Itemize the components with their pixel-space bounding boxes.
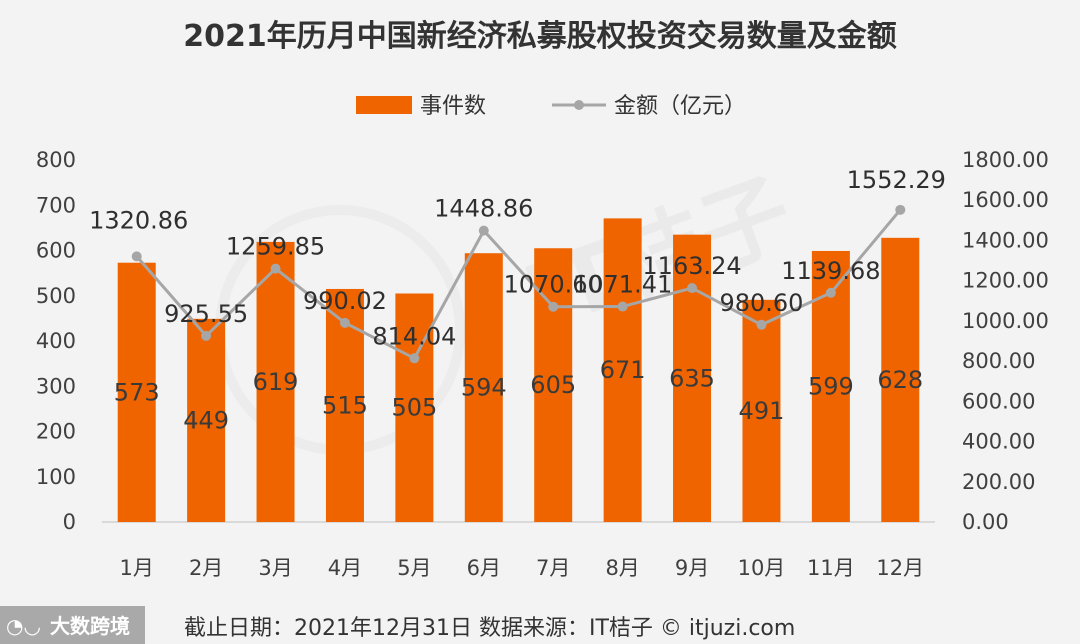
- brand-name: 大数跨境: [50, 614, 130, 638]
- line-value-label: 1259.85: [226, 233, 325, 261]
- line-point: [270, 263, 281, 274]
- line-point: [756, 319, 767, 330]
- bar-value-label: 594: [461, 374, 507, 402]
- left-tick-label: 400: [36, 329, 76, 353]
- left-tick-label: 100: [36, 465, 76, 489]
- line-point: [478, 225, 489, 236]
- x-tick-label: 5月: [397, 556, 431, 580]
- line-point: [548, 301, 559, 312]
- bar-value-label: 635: [669, 364, 715, 392]
- x-tick-label: 4月: [328, 556, 362, 580]
- x-tick-label: 8月: [605, 556, 639, 580]
- left-tick-label: 500: [36, 284, 76, 308]
- right-tick-label: 400.00: [962, 430, 1035, 454]
- line-value-label: 1070.60: [504, 271, 603, 299]
- right-tick-label: 1600.00: [962, 188, 1049, 212]
- bar-value-label: 491: [739, 397, 785, 425]
- left-tick-label: 200: [36, 420, 76, 444]
- left-tick-label: 300: [36, 374, 76, 398]
- bar-data-labels: 573 449 619 515 505 594 605 671 635 491 599 628: [114, 356, 923, 434]
- line-point: [687, 283, 698, 294]
- bar: [673, 234, 712, 522]
- bar-value-label: 515: [322, 391, 368, 419]
- x-tick-label: 1月: [120, 556, 154, 580]
- bar-value-label: 671: [600, 356, 646, 384]
- x-tick-label: 6月: [467, 556, 501, 580]
- right-tick-label: 1800.00: [962, 148, 1049, 172]
- left-tick-label: 700: [36, 193, 76, 217]
- legend-line-label: 金额（亿元）: [614, 94, 746, 119]
- legend-bar-swatch: [356, 96, 412, 114]
- line-value-label: 1552.29: [847, 166, 946, 194]
- line-point: [201, 330, 212, 341]
- bar: [742, 299, 781, 522]
- line-value-label: 814.04: [372, 322, 456, 350]
- left-tick-label: 800: [36, 148, 76, 172]
- line-value-label: 1163.24: [642, 252, 741, 280]
- line-value-label: 1320.86: [89, 206, 188, 234]
- x-tick-label: 9月: [675, 556, 709, 580]
- bar: [464, 253, 503, 522]
- x-tick-label: 12月: [876, 556, 924, 580]
- line-path: [135, 208, 902, 361]
- line-value-label: 990.02: [303, 287, 387, 315]
- legend-bar-label: 事件数: [420, 94, 486, 119]
- bar: [117, 262, 156, 522]
- legend-line-marker: [574, 100, 584, 110]
- bar-value-label: 605: [530, 371, 576, 399]
- right-tick-label: 0.00: [962, 510, 1009, 534]
- x-tick-label: 7月: [536, 556, 570, 580]
- left-axis: 0 100 200 300 400 500 600 700 800: [36, 148, 76, 534]
- line-value-label: 925.55: [164, 300, 248, 328]
- bar-value-label: 599: [808, 372, 854, 400]
- bar: [256, 241, 295, 522]
- x-tick-label: 3月: [258, 556, 292, 580]
- footer-note: 截止日期：2021年12月31日 数据来源：IT桔子 © itjuzi.com: [184, 616, 795, 641]
- line-point: [825, 287, 836, 298]
- x-tick-label: 11月: [807, 556, 855, 580]
- line-point: [131, 251, 142, 262]
- bar: [603, 218, 642, 522]
- bar-value-label: 619: [253, 368, 299, 396]
- line-data-labels: 1320.86 925.55 1259.85 990.02 814.04 1448.86 1…: [89, 166, 946, 350]
- right-tick-label: 800.00: [962, 349, 1035, 373]
- line-point: [895, 204, 906, 215]
- bar: [395, 293, 434, 522]
- left-tick-label: 0: [63, 510, 76, 534]
- line-value-label: 1448.86: [434, 195, 533, 223]
- line-series: [131, 204, 906, 364]
- line-point: [339, 317, 350, 328]
- right-tick-label: 1200.00: [962, 269, 1049, 293]
- bar-value-label: 573: [114, 378, 160, 406]
- right-tick-label: 600.00: [962, 389, 1035, 413]
- right-tick-label: 1400.00: [962, 228, 1049, 252]
- bar-value-label: 449: [183, 406, 229, 434]
- right-tick-label: 200.00: [962, 470, 1035, 494]
- line-value-label: 1071.41: [573, 271, 672, 299]
- line-point: [409, 353, 420, 364]
- line-value-label: 1139.68: [781, 257, 880, 285]
- bar-value-label: 628: [877, 366, 923, 394]
- bar: [881, 237, 920, 522]
- x-axis: 1月 2月 3月 4月 5月 6月 7月 8月 9月 10月 11月 12月: [120, 556, 925, 580]
- x-tick-label: 10月: [738, 556, 786, 580]
- line-point: [617, 301, 628, 312]
- legend: 事件数 金额（亿元）: [356, 94, 746, 119]
- brand-badge: [0, 606, 145, 644]
- bar-value-label: 505: [391, 394, 437, 422]
- right-axis: 0.00 200.00 400.00 600.00 800.00 1000.00 1200.…: [962, 148, 1049, 534]
- left-tick-label: 600: [36, 239, 76, 263]
- chart-title: 2021年历月中国新经济私募股权投资交易数量及金额: [183, 19, 897, 54]
- line-value-label: 980.60: [719, 289, 803, 317]
- right-tick-label: 1000.00: [962, 309, 1049, 333]
- x-tick-label: 2月: [189, 556, 223, 580]
- bar: [187, 318, 226, 522]
- brand-logo-icon: ◔◡: [6, 614, 41, 638]
